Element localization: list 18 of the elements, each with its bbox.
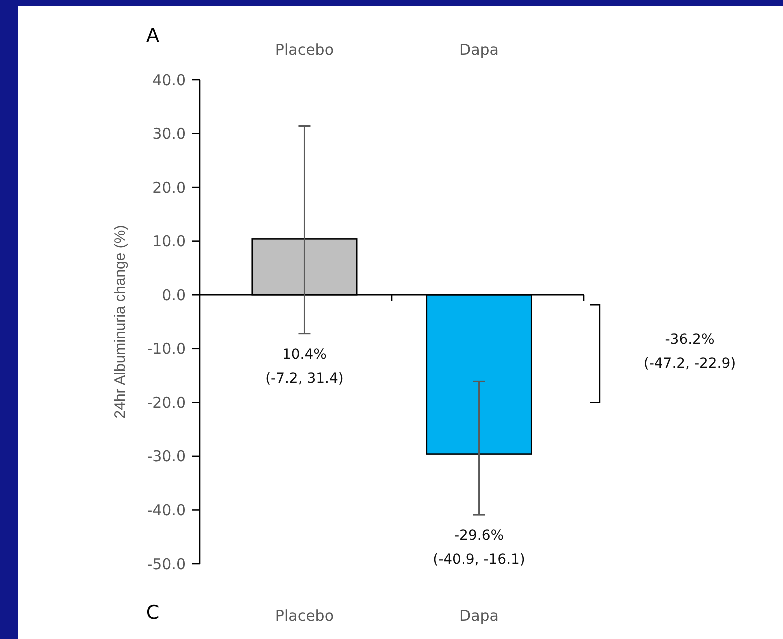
y-tick-label: -50.0 xyxy=(147,555,186,574)
y-tick-label: 30.0 xyxy=(152,125,186,144)
y-tick-label: -10.0 xyxy=(147,340,186,358)
text: C xyxy=(146,602,160,624)
y-tick-label: 20.0 xyxy=(152,178,186,197)
y-tick-label: -30.0 xyxy=(147,448,186,466)
text: Placebo xyxy=(275,607,334,625)
y-tick-label: 0.0 xyxy=(162,286,186,304)
y-tick-label: -20.0 xyxy=(147,394,186,412)
chart-title: A xyxy=(146,25,160,47)
text: Dapa xyxy=(460,607,500,625)
y-tick-label: 10.0 xyxy=(152,232,186,251)
annotation: -29.6% (-40.9, -16.1) xyxy=(433,528,526,568)
annotation: 10.4% (-7.2, 31.4) xyxy=(266,346,344,387)
y-axis-title: 24hr Albuminuria change (%) xyxy=(112,225,129,419)
y-tick-label: 40.0 xyxy=(152,71,186,90)
text: -36.2% (-47.2, -22.9) xyxy=(644,332,736,372)
y-tick-label: -40.0 xyxy=(147,501,186,520)
